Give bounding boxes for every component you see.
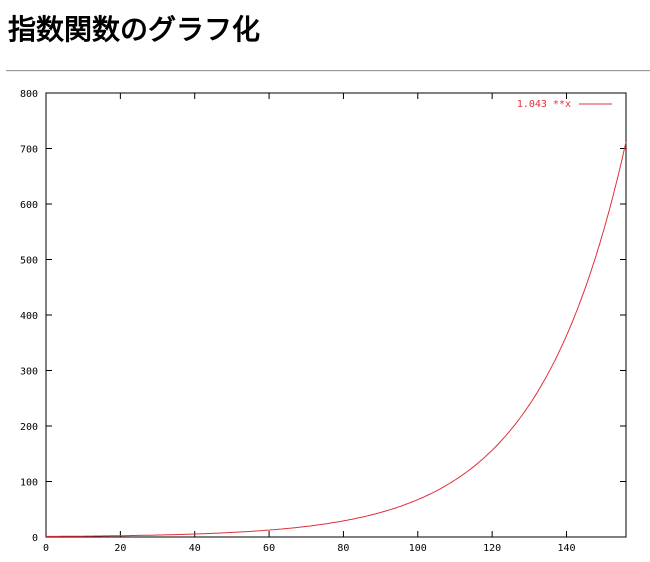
y-tick-label: 200: [20, 422, 38, 433]
x-tick-label: 0: [43, 543, 49, 554]
legend-label: 1.043 **x: [517, 99, 571, 110]
y-tick-label: 500: [20, 256, 38, 267]
x-tick-label: 80: [337, 543, 349, 554]
page-title: 指数関数のグラフ化: [8, 13, 261, 46]
y-tick-label: 700: [20, 145, 38, 156]
y-tick-label: 300: [20, 367, 38, 378]
x-tick-label: 20: [114, 543, 126, 554]
y-tick-label: 100: [20, 478, 38, 489]
series-line: [46, 141, 627, 537]
x-tick-label: 100: [409, 543, 427, 554]
horizontal-rule: [6, 70, 650, 72]
y-tick-label: 0: [32, 533, 38, 544]
y-tick-label: 400: [20, 311, 38, 322]
y-tick-label: 800: [20, 89, 38, 100]
x-tick-label: 60: [263, 543, 275, 554]
x-tick-label: 40: [189, 543, 201, 554]
x-tick-label: 140: [557, 543, 575, 554]
y-tick-label: 600: [20, 200, 38, 211]
plot-frame: [45, 92, 627, 538]
x-tick-label: 120: [483, 543, 501, 554]
